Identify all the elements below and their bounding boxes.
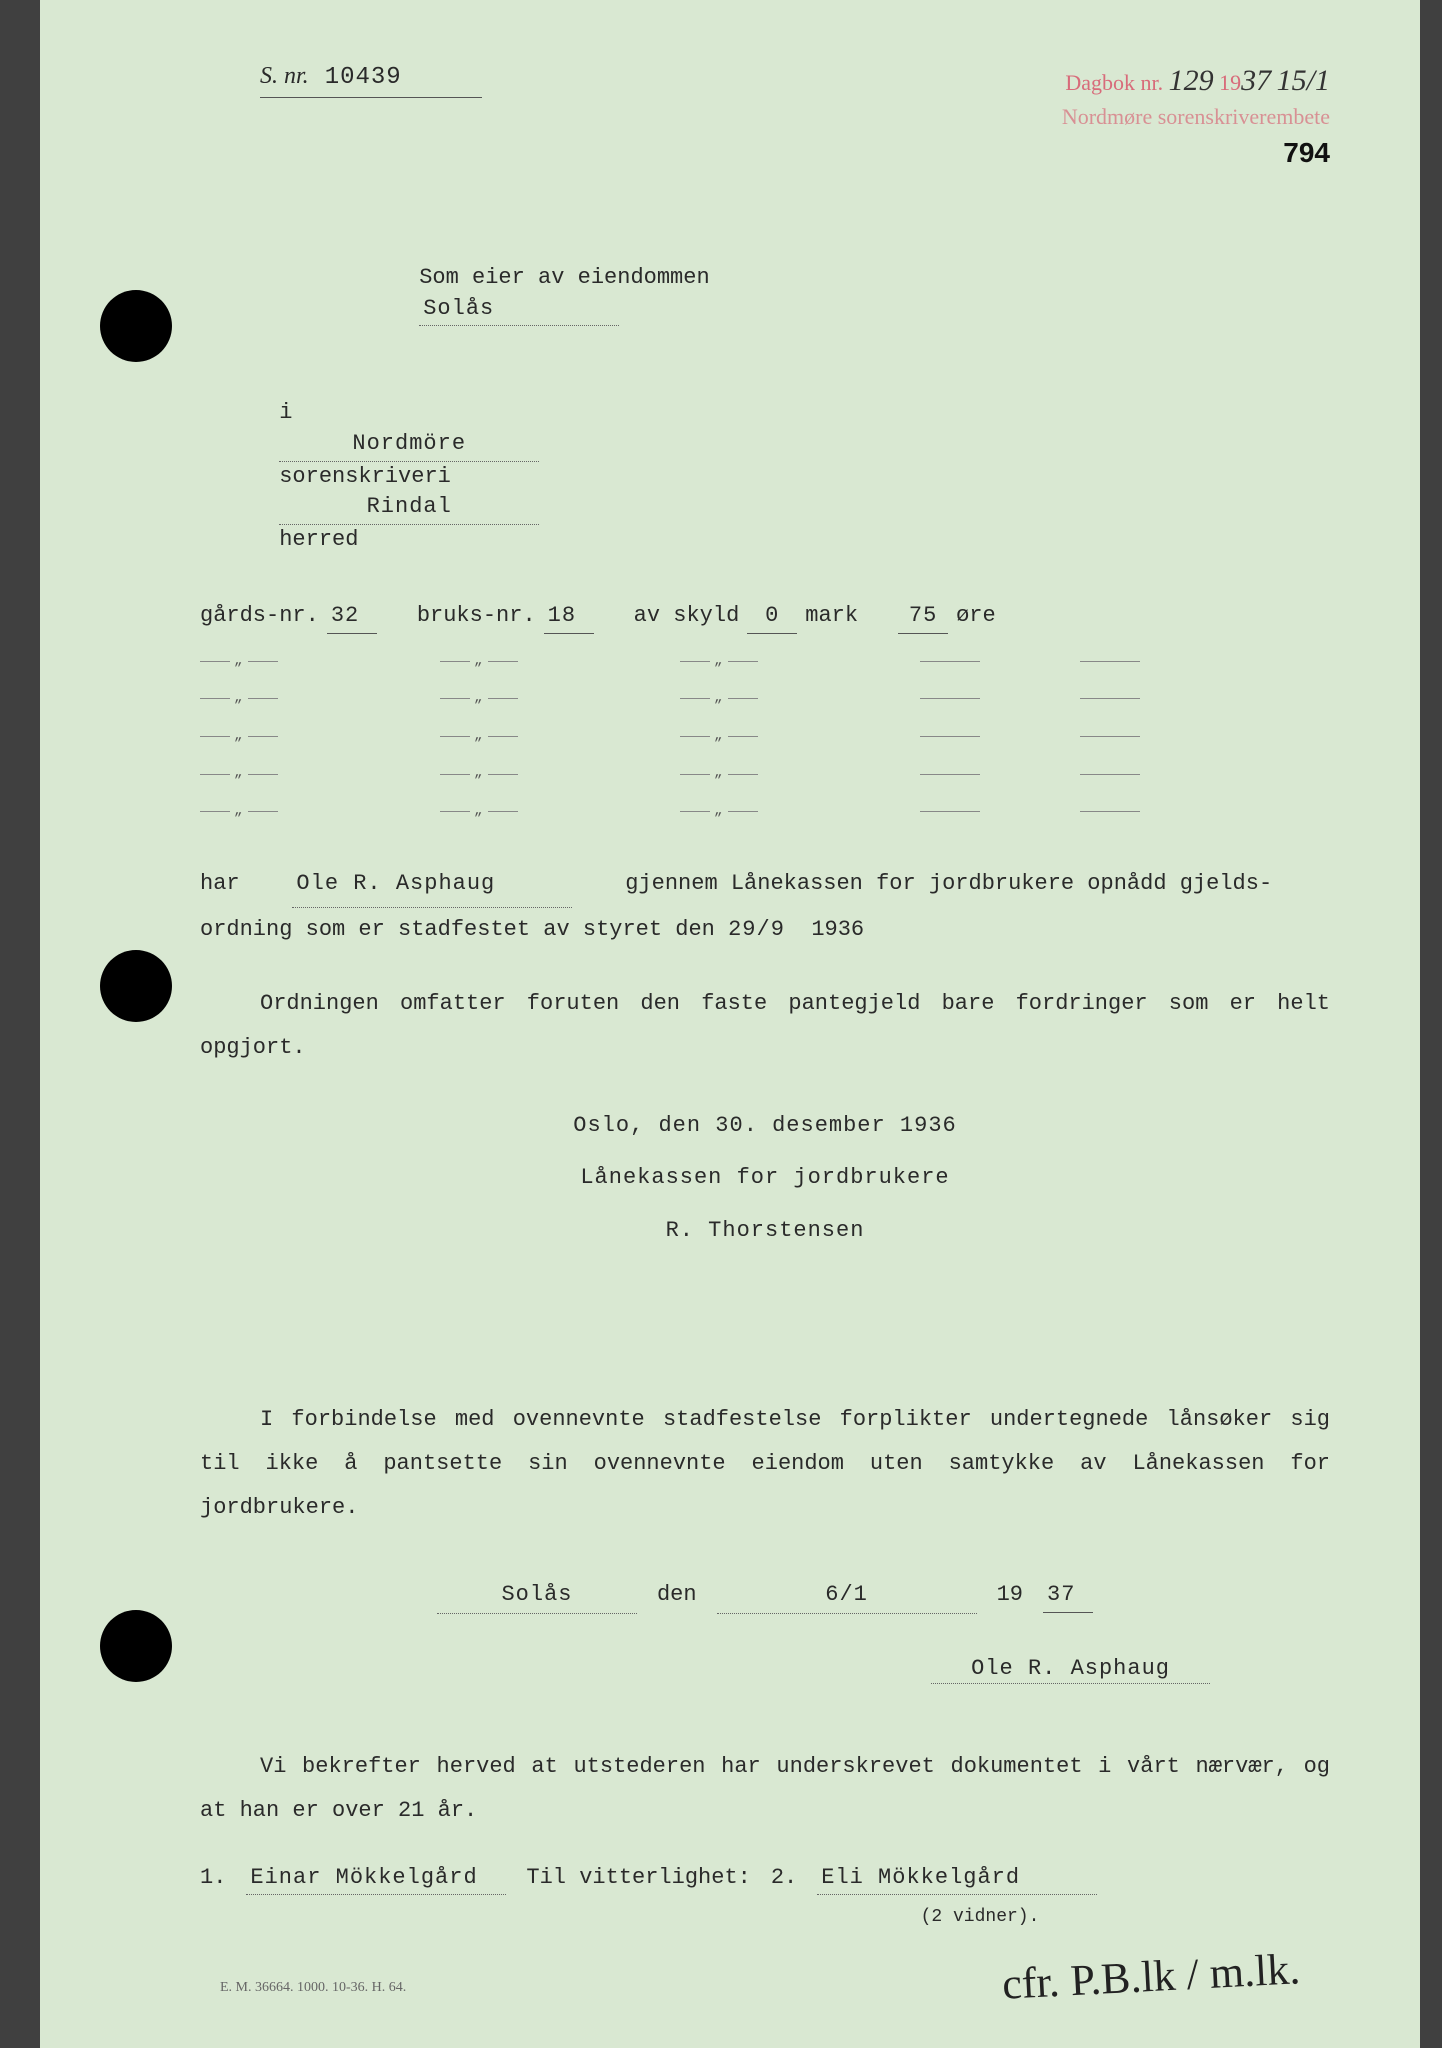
sig-place-date: Oslo, den 30. desember 1936: [200, 1100, 1330, 1153]
date-year-prefix: 193: [811, 917, 851, 942]
handwritten-signature: cfr. P.B.lk / m.lk.: [1000, 1939, 1301, 2016]
footer-print-code: E. M. 36664. 1000. 10-36. H. 64.: [220, 1978, 406, 1998]
owner-paragraph: har Ole R. Asphaug gjennem Lånekassen fo…: [200, 862, 1330, 952]
pledge-date: 6/1: [717, 1580, 977, 1614]
witness-caption: (2 vidner).: [630, 1905, 1330, 1930]
gards-value: 32: [327, 601, 377, 634]
herred-label: herred: [279, 527, 358, 552]
owner-text2: ordning som er stadfestet av styret den: [200, 917, 715, 942]
bruks-label: bruks-nr.: [417, 601, 536, 632]
s-nr-label: S. nr.: [260, 63, 309, 89]
ore-label: øre: [956, 601, 996, 632]
owner-text1: gjennem Lånekassen for jordbrukere opnåd…: [625, 871, 1272, 896]
pledge-year: 37: [1043, 1580, 1093, 1613]
header: S. nr. 10439 Dagbok nr. 129 1937 15/1 No…: [200, 60, 1330, 172]
s-nr-value: 10439: [325, 64, 402, 91]
year-prefix: 19: [997, 1580, 1023, 1611]
page-number: 794: [1062, 133, 1330, 172]
pledge-place: Solås: [437, 1580, 637, 1614]
witness-intro: Vi bekrefter herved at utstederen har un…: [200, 1745, 1330, 1833]
property-table: gårds-nr. 32 bruks-nr. 18 av skyld 0 mar…: [200, 601, 1330, 822]
stamp: Dagbok nr. 129 1937 15/1 Nordmøre sorens…: [1062, 60, 1330, 172]
gards-label: gårds-nr.: [200, 601, 319, 632]
vitterlighet-label: Til vitterlighet:: [526, 1863, 750, 1894]
date-year-suffix: 6: [851, 917, 865, 942]
witness-row: 1. Einar Mökkelgård Til vitterlighet: 2.…: [200, 1863, 1330, 1896]
region: Nordmöre: [279, 429, 539, 462]
punch-hole: [100, 1610, 172, 1682]
intro-line2: i Nordmöre sorenskriveri Rindal herred: [200, 367, 1330, 587]
sorenskriveri-label: sorenskriveri: [279, 464, 451, 489]
year-prefix: 19: [1219, 70, 1241, 95]
ditto-row: „„„: [200, 689, 1330, 709]
ordning-paragraph: Ordningen omfatter foruten den faste pan…: [200, 982, 1330, 1070]
pledge-signer: Ole R. Asphaug: [200, 1654, 1210, 1685]
document-page: S. nr. 10439 Dagbok nr. 129 1937 15/1 No…: [40, 0, 1420, 2048]
har-label: har: [200, 871, 240, 896]
intro-line1: Som eier av eiendommen Solås: [340, 232, 1330, 357]
property-name: Solås: [419, 294, 619, 327]
pledge-signature-line: Solås den 6/1 19 37: [200, 1580, 1330, 1614]
ditto-row: „„„: [200, 802, 1330, 822]
bruks-value: 18: [544, 601, 594, 634]
pledge-signer-name: Ole R. Asphaug: [931, 1656, 1210, 1684]
punch-hole: [100, 290, 172, 362]
stamp-office: Nordmøre sorenskriverembete: [1062, 102, 1330, 133]
pledge-paragraph: I forbindelse med ovennevnte stadfestels…: [200, 1398, 1330, 1530]
sig-org: Lånekassen for jordbrukere: [200, 1152, 1330, 1205]
date-hand: 15/1: [1277, 64, 1330, 97]
sig-name: R. Thorstensen: [200, 1205, 1330, 1258]
property-row: gårds-nr. 32 bruks-nr. 18 av skyld 0 mar…: [200, 601, 1330, 634]
ditto-row: „„„: [200, 764, 1330, 784]
skyld-label: av skyld: [634, 601, 740, 632]
signature-block: Oslo, den 30. desember 1936 Lånekassen f…: [200, 1100, 1330, 1258]
owner-name: Ole R. Asphaug: [292, 862, 572, 908]
stamp-dagbok: Dagbok nr. 129 1937 15/1: [1062, 60, 1330, 102]
ditto-row: „„„: [200, 727, 1330, 747]
mark-label: mark: [805, 601, 858, 632]
intro-section: Som eier av eiendommen Solås i Nordmöre …: [200, 232, 1330, 822]
year-hand: 37: [1241, 64, 1271, 97]
w1-num: 1.: [200, 1863, 226, 1894]
punch-hole: [100, 950, 172, 1022]
herred-name: Rindal: [279, 492, 539, 525]
den-label: den: [657, 1580, 697, 1611]
w2-name: Eli Mökkelgård: [817, 1863, 1097, 1896]
ditto-row: „„„: [200, 652, 1330, 672]
date-day: 29/9: [728, 917, 785, 942]
ore-value: 75: [898, 601, 948, 634]
intro-prefix: Som eier av eiendommen: [419, 265, 709, 290]
ditto-rows: „„„ „„„ „„„ „„„ „„„: [200, 652, 1330, 822]
mark-value: 0: [747, 601, 797, 634]
dagbok-label: Dagbok nr.: [1065, 70, 1163, 95]
w1-name: Einar Mökkelgård: [246, 1863, 506, 1896]
serial-number: S. nr. 10439: [260, 60, 482, 98]
dagbok-value: 129: [1169, 64, 1214, 97]
i-label: i: [279, 400, 292, 425]
w2-num: 2.: [771, 1863, 797, 1894]
